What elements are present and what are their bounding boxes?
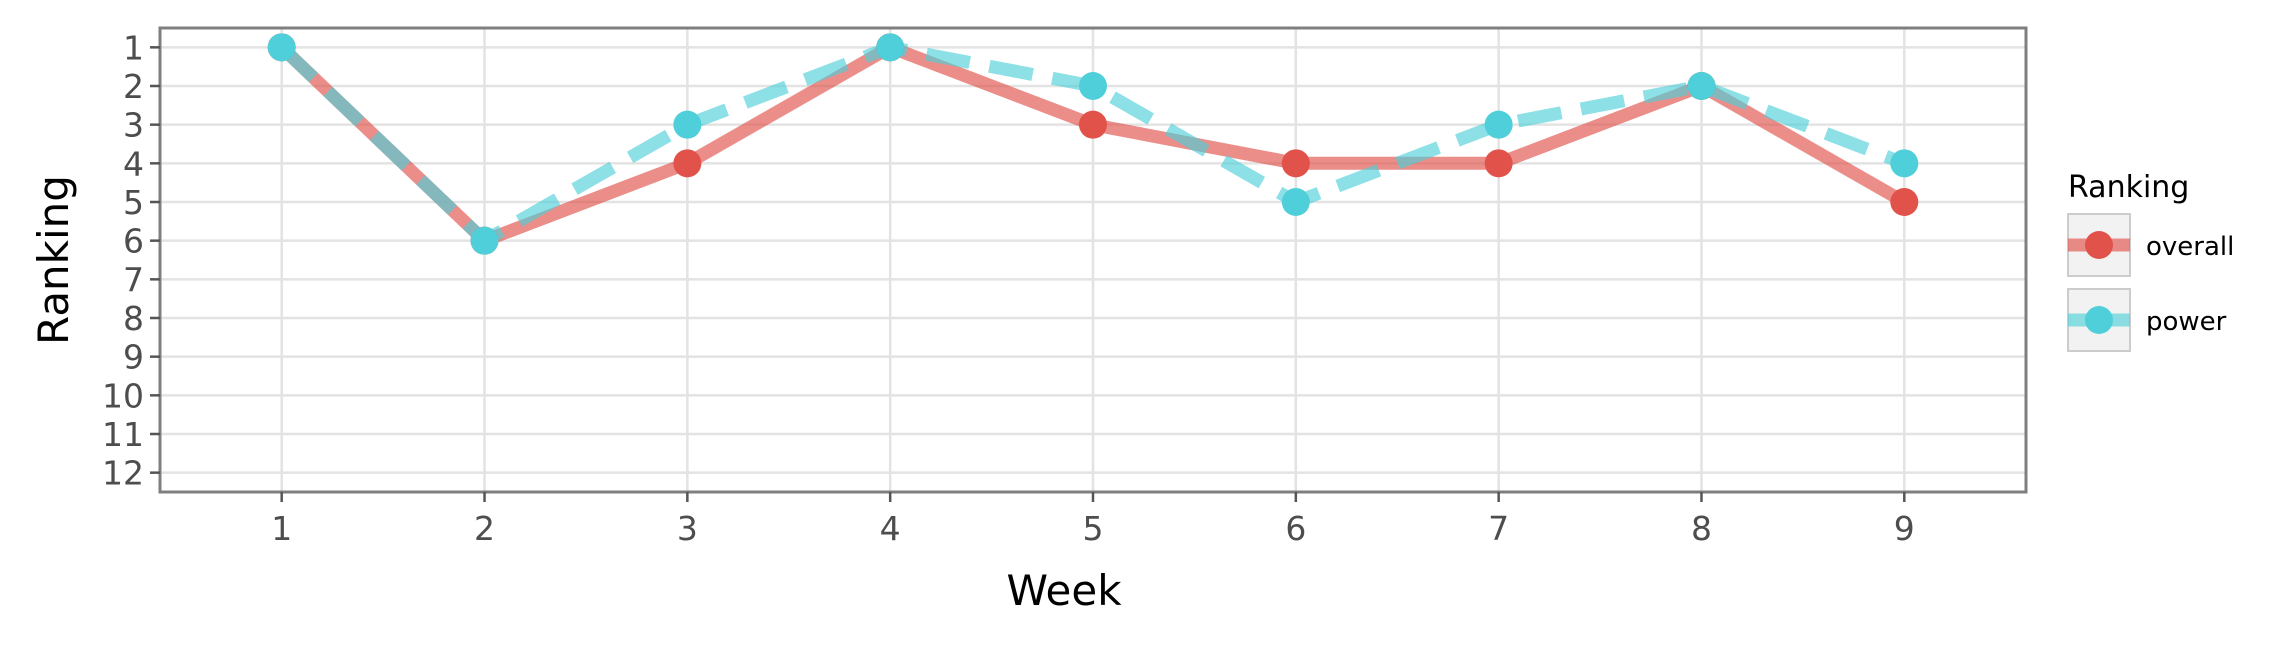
data-point-power — [1281, 188, 1310, 216]
x-tick-label: 8 — [1691, 509, 1712, 548]
x-tick-label: 7 — [1488, 509, 1509, 548]
data-point-power — [1079, 72, 1107, 100]
y-tick-label: 2 — [123, 67, 144, 106]
data-point-overall — [1484, 149, 1513, 178]
data-point-overall — [1890, 188, 1919, 216]
x-tick-label: 4 — [880, 509, 901, 548]
x-tick-label: 1 — [271, 509, 292, 548]
x-tick-label: 2 — [474, 509, 495, 548]
x-tick-label: 3 — [677, 509, 698, 548]
legend-title: Ranking — [2068, 170, 2189, 205]
legend-label: power — [2146, 307, 2227, 337]
y-tick-label: 4 — [123, 144, 144, 183]
data-point-overall — [1281, 149, 1310, 178]
y-tick-label: 7 — [123, 260, 144, 299]
legend-key-point — [2085, 231, 2113, 259]
x-tick-label: 9 — [1894, 509, 1915, 548]
data-point-overall — [1079, 110, 1107, 139]
legend-label: overall — [2146, 232, 2234, 262]
y-tick-label: 8 — [123, 299, 144, 338]
data-point-power — [1890, 149, 1919, 178]
data-point-power — [470, 226, 499, 255]
data-point-power — [1687, 72, 1716, 100]
y-tick-label: 11 — [102, 415, 144, 454]
y-tick-label: 3 — [123, 106, 144, 145]
y-tick-label: 6 — [123, 222, 144, 261]
y-tick-label: 9 — [123, 338, 144, 377]
y-tick-label: 5 — [123, 183, 144, 222]
data-point-overall — [673, 149, 702, 178]
y-axis-label: Ranking — [29, 175, 78, 345]
y-tick-label: 12 — [102, 454, 144, 493]
data-point-power — [673, 110, 702, 139]
series-group — [267, 33, 1919, 255]
legend-key-point — [2085, 306, 2113, 334]
data-point-power — [876, 33, 905, 62]
legend: Ranking overall power — [2067, 170, 2234, 352]
y-tick-label: 1 — [123, 28, 144, 67]
x-tick-label: 6 — [1285, 509, 1306, 548]
x-tick-label: 5 — [1083, 509, 1104, 548]
x-axis-label: Week — [1006, 566, 1122, 615]
data-point-power — [267, 33, 296, 62]
y-tick-label: 10 — [102, 376, 144, 415]
data-point-power — [1484, 110, 1513, 139]
